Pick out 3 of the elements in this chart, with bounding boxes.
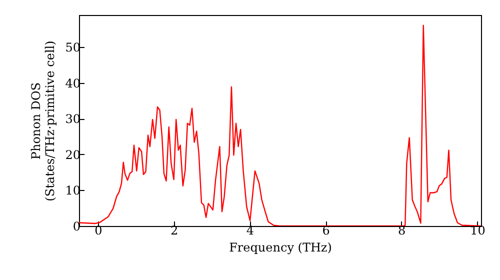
x-axis-title: Frequency (THz)	[229, 240, 332, 254]
line-series	[79, 24, 481, 226]
y-axis-title: Phonon DOS (States/THz·primitive cell)	[29, 40, 58, 202]
